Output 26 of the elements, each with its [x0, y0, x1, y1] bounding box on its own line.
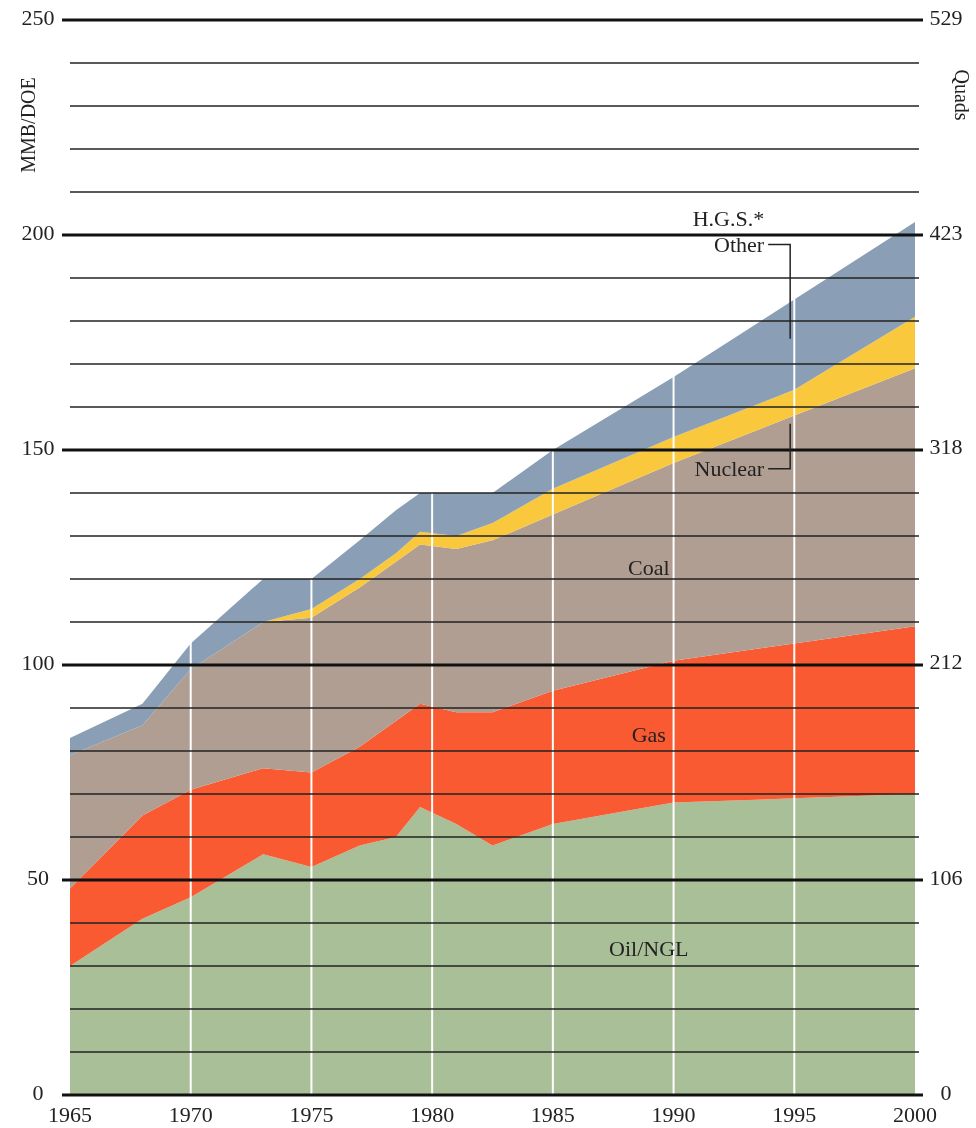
y2-tick-label: 106	[929, 864, 963, 890]
y-tick-label: 200	[21, 220, 55, 246]
series-label: Nuclear	[694, 455, 765, 481]
y2-tick-label: 529	[929, 5, 963, 31]
y2-tick-label: 318	[929, 433, 963, 459]
x-tick-label: 2000	[893, 1102, 937, 1128]
y-axis-title: MMB/DOE	[16, 77, 39, 173]
y-tick-label: 250	[21, 5, 55, 31]
y2-tick-label: 212	[929, 649, 963, 675]
x-tick-label: 1990	[651, 1102, 696, 1128]
x-tick-label: 1975	[289, 1102, 334, 1128]
y-tick-label: 0	[32, 1080, 44, 1106]
y-tick-label: 100	[21, 650, 55, 676]
x-tick-label: 1980	[410, 1102, 455, 1128]
x-tick-label: 1965	[48, 1102, 92, 1128]
y2-tick-label: 423	[929, 220, 963, 246]
x-tick-label: 1970	[168, 1102, 213, 1128]
x-tick-label: 1995	[772, 1102, 817, 1128]
text: H.G.S.* Other	[692, 205, 765, 257]
x-tick-label: 1985	[530, 1102, 575, 1128]
y2-tick-label: 0	[940, 1080, 952, 1106]
y-tick-label: 150	[21, 435, 55, 461]
series-label: Gas	[631, 721, 666, 747]
series-label: Coal	[628, 555, 670, 581]
y-tick-label: 50	[27, 865, 49, 891]
y2-axis-title: Quads	[951, 69, 974, 121]
